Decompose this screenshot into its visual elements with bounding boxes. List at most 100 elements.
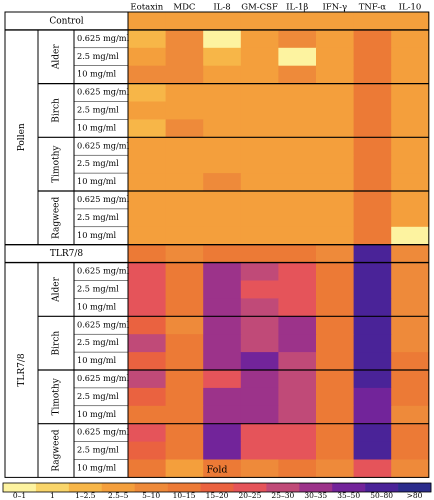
heatmap-cell	[165, 387, 204, 407]
heatmap-cell	[278, 83, 317, 102]
heatmap-cell	[316, 226, 355, 246]
heatmap-cell	[316, 83, 355, 102]
heatmap-cell	[278, 316, 317, 335]
subgroup-label: Birch	[52, 98, 62, 123]
heatmap-cell	[128, 208, 167, 228]
heatmap-cell	[240, 280, 279, 299]
heatmap-cell	[128, 155, 167, 174]
heatmap-cell	[203, 65, 242, 85]
dose-label: 2.5 mg/ml	[77, 212, 119, 222]
heatmap-cell	[278, 334, 317, 353]
heatmap-cell	[391, 191, 430, 210]
heatmap-cell	[278, 208, 317, 228]
heatmap-cell	[391, 441, 430, 460]
heatmap-cell	[128, 262, 167, 281]
heatmap-cell	[391, 173, 430, 192]
column-header: IL-8	[213, 3, 230, 13]
column-header: MDC	[173, 3, 195, 13]
group-label: Pollen	[17, 123, 27, 151]
heatmap-cell	[165, 47, 204, 67]
heatmap-cell	[278, 137, 317, 156]
heatmap-cell	[316, 101, 355, 120]
heatmap-cell	[240, 191, 279, 210]
heatmap-cell	[203, 441, 242, 460]
row-label-control: Control	[49, 16, 83, 26]
subgroup-label: Alder	[52, 276, 62, 302]
heatmap-cell	[391, 65, 430, 85]
dose-label: 0.625 mg/ml	[77, 140, 130, 150]
heatmap-cell	[165, 244, 204, 264]
legend-title: Fold	[207, 465, 228, 476]
legend-label: 30–35	[304, 491, 327, 500]
heatmap-cell	[128, 441, 167, 460]
heatmap-cell	[240, 173, 279, 192]
heatmap-cell	[391, 47, 430, 67]
heatmap-cell	[391, 101, 430, 120]
heatmap-cell	[353, 226, 392, 246]
legend-label: 10–15	[173, 491, 196, 500]
heatmap-cell	[128, 244, 167, 264]
heatmap-cell	[128, 83, 167, 102]
heatmap-cell	[165, 137, 204, 156]
heatmap-cell	[240, 83, 279, 102]
heatmap-cell	[240, 262, 279, 281]
dose-label: 0.625 mg/ml	[77, 266, 130, 276]
legend-swatch	[332, 483, 366, 492]
heatmap-cell	[128, 405, 167, 425]
heatmap-cell	[278, 387, 317, 407]
heatmap-cell	[316, 191, 355, 210]
heatmap-cell	[203, 334, 242, 353]
legend-label: 15–20	[206, 491, 229, 500]
heatmap-cell	[128, 101, 167, 120]
heatmap-cell	[391, 12, 430, 31]
dose-label: 10 mg/ml	[77, 355, 117, 365]
heatmap-cell	[353, 280, 392, 299]
heatmap-cell	[240, 208, 279, 228]
legend-swatch	[398, 483, 432, 492]
heatmap-cell	[278, 101, 317, 120]
heatmap-cell	[203, 352, 242, 371]
heatmap-cell	[353, 298, 392, 317]
heatmap-cell	[203, 244, 242, 264]
column-header: IFN-γ	[322, 3, 347, 13]
dose-label: 10 mg/ml	[77, 230, 117, 240]
heatmap-cell	[203, 280, 242, 299]
heatmap-cell	[391, 83, 430, 102]
heatmap-cell	[240, 316, 279, 335]
heatmap-cell	[165, 316, 204, 335]
heatmap-cell	[203, 387, 242, 407]
dose-label: 0.625 mg/ml	[77, 427, 130, 437]
heatmap-cell	[353, 29, 392, 49]
heatmap-cell	[391, 280, 430, 299]
heatmap-cell	[240, 423, 279, 443]
heatmap-cell	[391, 208, 430, 228]
heatmap-cell	[278, 155, 317, 174]
legend-swatch	[134, 483, 168, 492]
heatmap-cell	[353, 101, 392, 120]
heatmap-cell	[240, 155, 279, 174]
heatmap-cell	[240, 137, 279, 156]
heatmap-cell	[240, 298, 279, 317]
subgroup-label: Ragweed	[52, 197, 62, 239]
heatmap-cell	[203, 119, 242, 138]
heatmap-cell	[391, 352, 430, 371]
heatmap-cell	[316, 316, 355, 335]
heatmap-cell	[353, 173, 392, 192]
heatmap-cell	[128, 47, 167, 67]
heatmap-cell	[165, 191, 204, 210]
heatmap-cell	[316, 459, 355, 478]
legend-swatch	[68, 483, 103, 492]
legend-border	[2, 482, 432, 493]
heatmap-cell	[316, 280, 355, 299]
heatmap-cell	[240, 244, 279, 264]
heatmap-cell	[128, 12, 167, 31]
heatmap-cell	[353, 119, 392, 138]
dose-label: 2.5 mg/ml	[77, 51, 119, 61]
dose-label: 2.5 mg/ml	[77, 337, 119, 347]
heatmap-cell	[203, 12, 242, 31]
heatmap-cell	[165, 441, 204, 460]
heatmap-cell	[128, 298, 167, 317]
heatmap-cell	[391, 226, 430, 246]
heatmap-cell	[278, 226, 317, 246]
heatmap-cell	[353, 459, 392, 478]
